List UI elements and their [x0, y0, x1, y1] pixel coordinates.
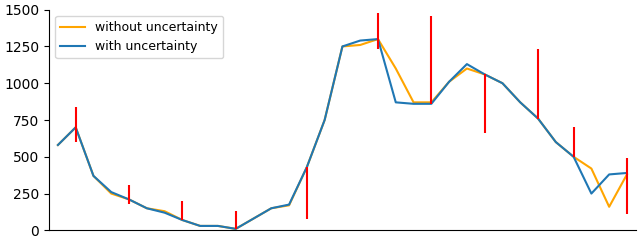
with uncertainty [534, 117, 542, 120]
without uncertainty [90, 174, 97, 177]
without uncertainty [463, 67, 471, 70]
without uncertainty [285, 204, 293, 207]
with uncertainty [72, 126, 79, 129]
with uncertainty [428, 102, 435, 105]
without uncertainty [356, 43, 364, 46]
with uncertainty [570, 155, 577, 158]
with uncertainty [392, 101, 399, 104]
without uncertainty [374, 38, 382, 41]
with uncertainty [552, 141, 559, 144]
with uncertainty [321, 119, 328, 122]
Legend: without uncertainty, with uncertainty: without uncertainty, with uncertainty [55, 16, 223, 58]
with uncertainty [232, 227, 239, 230]
with uncertainty [623, 172, 631, 174]
Line: with uncertainty: with uncertainty [58, 39, 627, 229]
without uncertainty [392, 67, 399, 70]
with uncertainty [196, 225, 204, 227]
with uncertainty [516, 101, 524, 104]
with uncertainty [339, 45, 346, 48]
with uncertainty [108, 191, 115, 193]
without uncertainty [605, 205, 613, 208]
without uncertainty [321, 119, 328, 122]
with uncertainty [374, 38, 382, 41]
with uncertainty [499, 82, 506, 85]
without uncertainty [214, 225, 222, 227]
with uncertainty [605, 173, 613, 176]
with uncertainty [463, 63, 471, 66]
without uncertainty [445, 80, 453, 83]
without uncertainty [179, 218, 186, 221]
with uncertainty [161, 211, 168, 214]
with uncertainty [90, 174, 97, 177]
with uncertainty [54, 144, 61, 147]
without uncertainty [108, 192, 115, 195]
without uncertainty [161, 210, 168, 213]
with uncertainty [285, 203, 293, 206]
without uncertainty [125, 198, 133, 201]
with uncertainty [179, 218, 186, 221]
with uncertainty [268, 207, 275, 210]
without uncertainty [232, 227, 239, 230]
with uncertainty [125, 198, 133, 201]
without uncertainty [143, 207, 150, 210]
without uncertainty [623, 173, 631, 176]
with uncertainty [214, 225, 222, 227]
without uncertainty [72, 126, 79, 129]
without uncertainty [303, 166, 310, 169]
without uncertainty [268, 207, 275, 210]
with uncertainty [410, 102, 417, 105]
Line: without uncertainty: without uncertainty [58, 39, 627, 229]
with uncertainty [143, 207, 150, 210]
without uncertainty [481, 73, 488, 76]
with uncertainty [481, 73, 488, 76]
without uncertainty [588, 167, 595, 170]
without uncertainty [339, 45, 346, 48]
with uncertainty [250, 217, 257, 220]
without uncertainty [516, 101, 524, 104]
without uncertainty [54, 144, 61, 147]
without uncertainty [410, 101, 417, 104]
without uncertainty [552, 141, 559, 144]
without uncertainty [250, 217, 257, 220]
without uncertainty [428, 101, 435, 104]
without uncertainty [499, 82, 506, 85]
with uncertainty [445, 80, 453, 83]
with uncertainty [588, 192, 595, 195]
without uncertainty [570, 155, 577, 158]
with uncertainty [356, 39, 364, 42]
with uncertainty [303, 166, 310, 169]
without uncertainty [534, 117, 542, 120]
without uncertainty [196, 225, 204, 227]
